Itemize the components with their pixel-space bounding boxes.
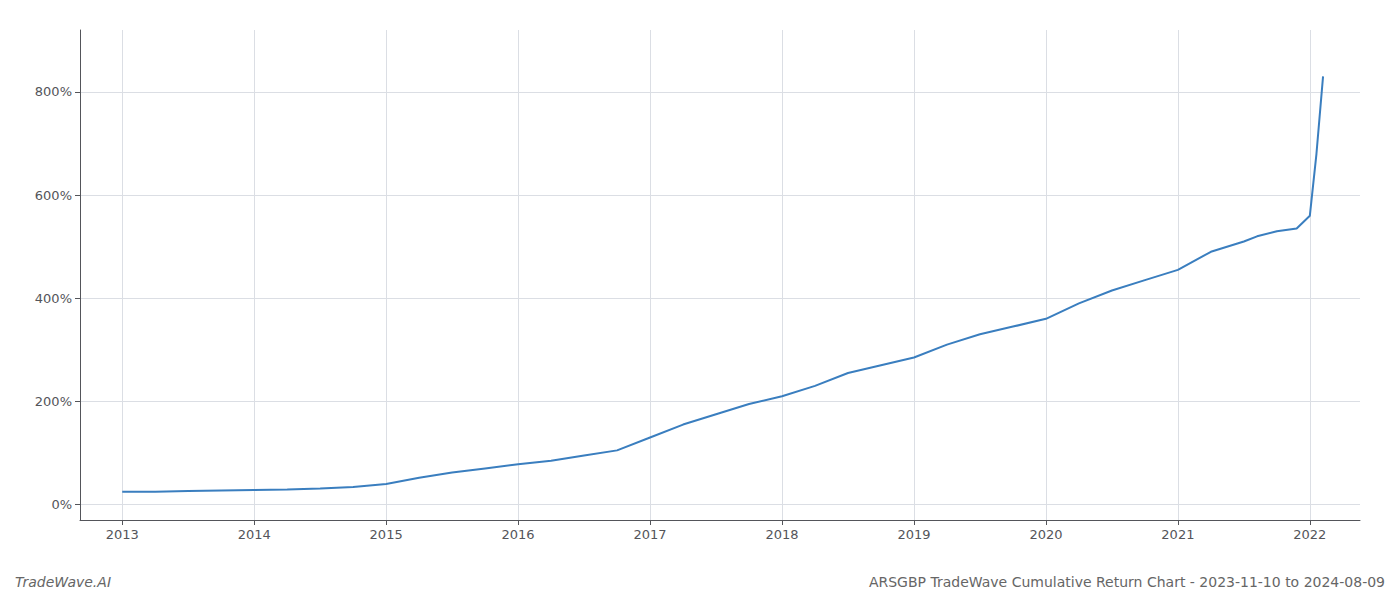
svg-text:0%: 0% (51, 497, 72, 512)
svg-text:400%: 400% (35, 291, 72, 306)
svg-text:2020: 2020 (1029, 527, 1062, 542)
svg-text:2017: 2017 (634, 527, 667, 542)
svg-text:2021: 2021 (1161, 527, 1194, 542)
svg-text:2018: 2018 (765, 527, 798, 542)
svg-text:TradeWave.AI: TradeWave.AI (15, 574, 111, 590)
svg-text:600%: 600% (35, 188, 72, 203)
svg-text:2022: 2022 (1293, 527, 1326, 542)
svg-text:ARSGBP TradeWave Cumulative Re: ARSGBP TradeWave Cumulative Return Chart… (869, 574, 1385, 590)
svg-text:800%: 800% (35, 84, 72, 99)
svg-text:2013: 2013 (106, 527, 139, 542)
svg-text:200%: 200% (35, 394, 72, 409)
svg-text:2015: 2015 (370, 527, 403, 542)
svg-text:2019: 2019 (897, 527, 930, 542)
svg-text:2014: 2014 (238, 527, 271, 542)
svg-text:2016: 2016 (502, 527, 535, 542)
